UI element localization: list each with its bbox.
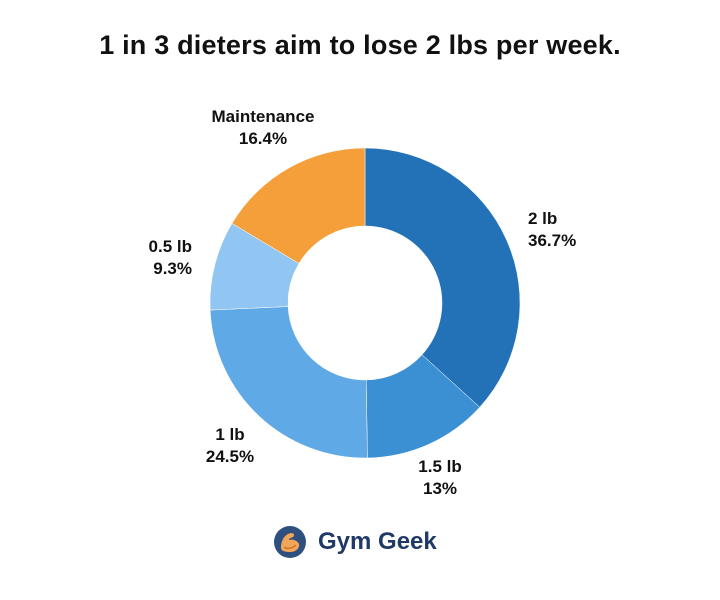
flexing-arm-logo-icon: [274, 526, 306, 558]
slice-label: 2 lb 36.7%: [528, 208, 576, 252]
slice-category-label: 1.5 lb: [418, 457, 462, 476]
brand-name: Gym Geek: [318, 528, 437, 555]
slice-category-label: 2 lb: [528, 209, 558, 228]
slice-label: 1.5 lb 13%: [418, 456, 461, 500]
slice-value-label: 24.5%: [205, 447, 255, 466]
donut-slice-maintenance: [231, 147, 366, 264]
donut-slice-2-lb: [364, 147, 521, 408]
slice-label: Maintenance 16.4%: [212, 106, 315, 150]
slice-category-label: 0.5 lb: [148, 237, 192, 256]
slice-category-label: Maintenance: [211, 107, 315, 126]
slice-category-label: 1 lb: [215, 425, 245, 444]
slice-label: 0.5 lb 9.3%: [149, 236, 192, 280]
brand-logo: Gym Geek: [272, 524, 437, 560]
slice-value-label: 13%: [422, 479, 458, 498]
slice-value-label: 16.4%: [238, 129, 288, 148]
chart-title: 1 in 3 dieters aim to lose 2 lbs per wee…: [99, 30, 621, 60]
slice-label: 1 lb 24.5%: [206, 424, 254, 468]
donut-slice-1-lb: [209, 306, 368, 459]
slice-value-label: 9.3%: [153, 259, 192, 278]
slice-value-label: 36.7%: [528, 231, 577, 250]
